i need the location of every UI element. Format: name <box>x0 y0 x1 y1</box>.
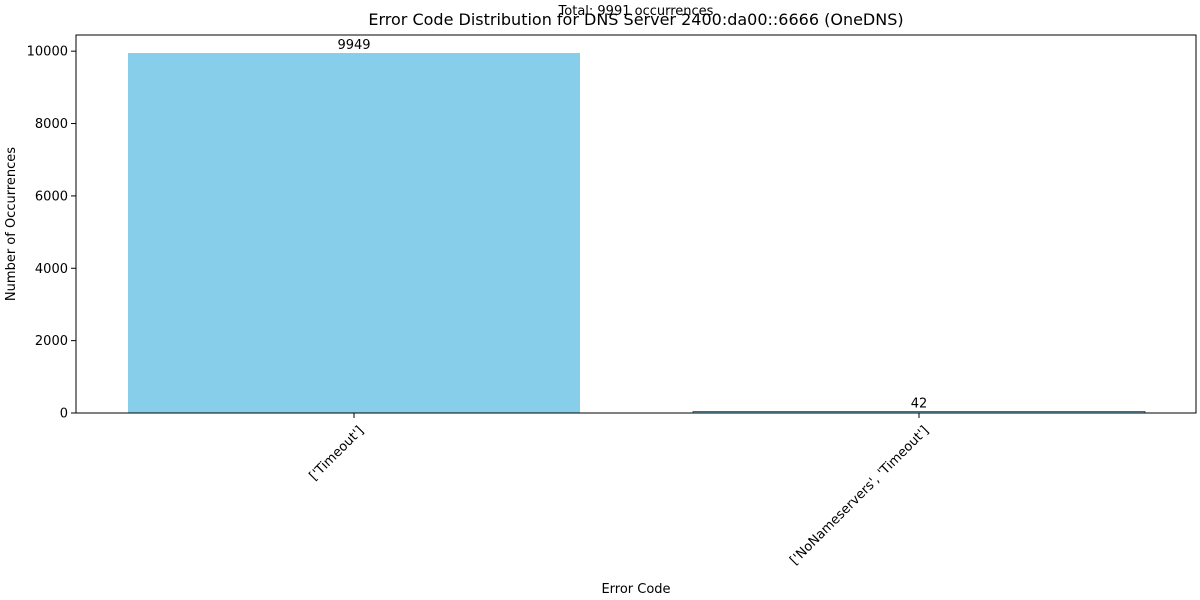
plot-area: 9949 42 0 2000 4000 6000 8000 10000 ['Timeout'] [… <box>27 34 1197 568</box>
axes-frame <box>75 34 1197 414</box>
x-tick-label-0: ['Timeout'] <box>307 423 367 483</box>
x-axis-label: Error Code <box>601 582 670 597</box>
y-tick-label-3: 6000 <box>35 189 68 204</box>
y-tick-label-5: 10000 <box>27 45 68 60</box>
y-tick-label-4: 8000 <box>35 117 68 132</box>
bar-0 <box>128 53 580 413</box>
y-tick-label-0: 0 <box>60 407 68 422</box>
y-axis-label: Number of Occurrences <box>4 147 19 301</box>
data-label-1: 42 <box>911 396 928 411</box>
x-tick-label-1: ['NoNameservers', 'Timeout'] <box>787 423 932 568</box>
chart-title: Error Code Distribution for DNS Server 2… <box>368 10 903 29</box>
y-tick-label-2: 4000 <box>35 262 68 277</box>
y-tick-label-1: 2000 <box>35 334 68 349</box>
data-label-0: 9949 <box>337 38 370 53</box>
chart-subtitle: Total: 9991 occurrences <box>558 4 714 19</box>
